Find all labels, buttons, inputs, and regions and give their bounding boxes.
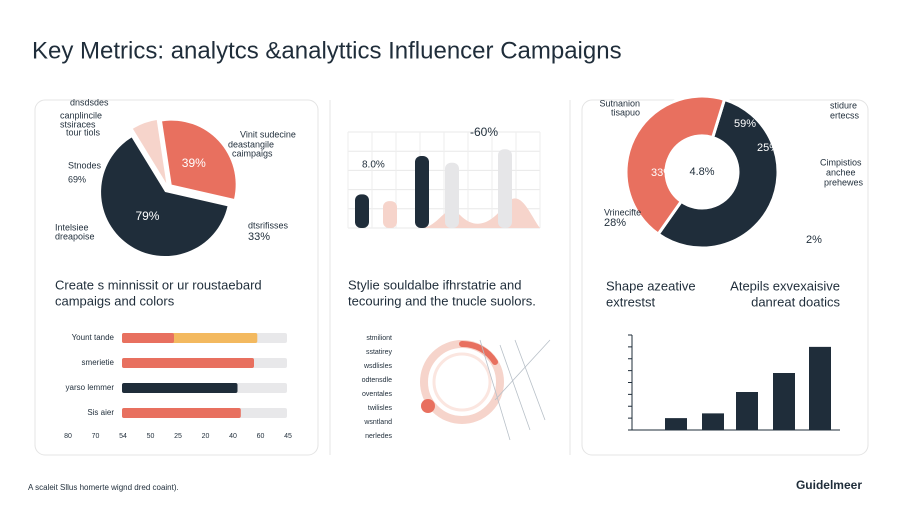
annotation: dreapoise (55, 231, 95, 241)
annotation: Intelsiee (55, 222, 89, 232)
x-tick-label: 80 (64, 433, 72, 440)
bar (122, 358, 254, 368)
slice-label: 79% (135, 209, 159, 223)
panel-heading: Stylie souldalbe ifhrstatrie and (348, 277, 521, 292)
bar (736, 392, 758, 430)
annotation: 8.0% (362, 160, 385, 171)
annotation: anchee (826, 167, 856, 177)
annotation: tour tiols (66, 127, 101, 137)
x-tick-label: 20 (202, 433, 210, 440)
slice-label: 39% (182, 156, 206, 170)
annotation: tisapuo (611, 107, 640, 117)
annotation: stidure (830, 100, 857, 110)
annotation: dnsdsdes (70, 97, 109, 107)
label: odtensdle (362, 377, 392, 384)
panel-heading: danreat doatics (751, 294, 840, 309)
pie-slice (132, 120, 167, 184)
bar-segment (122, 333, 174, 343)
brand: Guidelmeer (796, 478, 862, 492)
annotation: caimpaigs (232, 148, 273, 158)
x-tick-label: 45 (284, 433, 292, 440)
pie-slice (101, 137, 228, 257)
label: sstatirey (366, 349, 393, 356)
panel-heading: Create s minnissit or ur roustaebard (55, 277, 262, 292)
annotation: prehewes (824, 177, 864, 187)
bar (498, 149, 512, 228)
label: twilisles (368, 405, 393, 412)
label: wsntland (363, 419, 392, 426)
annotation: 33% (651, 167, 673, 179)
annotation: Stnodes (68, 160, 102, 170)
annotation: 59% (734, 118, 756, 130)
panel-heading: extrestst (606, 294, 656, 309)
donut-slice (656, 97, 780, 250)
x-tick-label: 25 (174, 433, 182, 440)
annotation: 28% (604, 217, 626, 229)
bar (415, 156, 429, 228)
label: oventales (362, 391, 392, 398)
annotation: 25% (757, 142, 779, 154)
x-tick-label: 50 (147, 433, 155, 440)
pie-slice (162, 120, 236, 199)
annotation: Vrinecifte (604, 207, 641, 217)
annotation: 2% (806, 234, 822, 246)
label: nerledes (365, 433, 392, 440)
page-title: Key Metrics: analytcs &analyttics Influe… (32, 37, 622, 64)
links (479, 339, 551, 441)
dot (421, 399, 435, 413)
panel-heading: Shape azeative (606, 278, 696, 293)
annotation: stsiraces (60, 119, 96, 129)
arc (459, 340, 498, 365)
bar (122, 408, 241, 418)
x-tick-label: 70 (92, 433, 100, 440)
bar (809, 346, 831, 430)
bar (665, 418, 687, 430)
annotation: Cimpistios (820, 157, 862, 167)
label: stmiliont (366, 335, 392, 342)
panel-heading: tecouring and the tnucle suolors. (348, 293, 536, 308)
panel-heading: Atepils exvexaisive (730, 278, 840, 293)
bar (445, 162, 459, 228)
y-tick-label: Yount tande (72, 333, 115, 342)
annotation: ertecss (830, 110, 860, 120)
x-tick-label: 60 (257, 433, 265, 440)
area (348, 198, 540, 228)
panel-heading: campaigs and colors (55, 293, 175, 308)
donut-slice (624, 94, 727, 237)
ring (432, 352, 492, 412)
annotation: -60% (470, 125, 498, 139)
annotation: canplincile (60, 110, 102, 120)
annotation: Vinit sudecine (240, 129, 296, 139)
y-tick-label: yarso lemmer (66, 383, 115, 392)
annotation: 33% (248, 231, 270, 243)
x-tick-label: 54 (119, 433, 127, 440)
bar (122, 383, 238, 393)
annotation: 4.8% (689, 166, 714, 178)
x-tick-label: 40 (229, 433, 237, 440)
annotation: Sutnanion (599, 98, 640, 108)
bar (702, 413, 724, 430)
bar (355, 194, 369, 228)
annotation: deastangile (228, 139, 274, 149)
annotation: 69% (68, 174, 86, 184)
bar (383, 201, 397, 228)
footer-note: A scaleit Sllus homerte wignd dred coain… (28, 483, 179, 492)
label: wsdlisles (363, 363, 393, 370)
panel (34, 99, 319, 456)
bar (773, 373, 795, 430)
y-tick-label: smerietie (82, 358, 115, 367)
y-tick-label: Sis aier (87, 408, 114, 417)
annotation: dtsrifisses (248, 220, 289, 230)
